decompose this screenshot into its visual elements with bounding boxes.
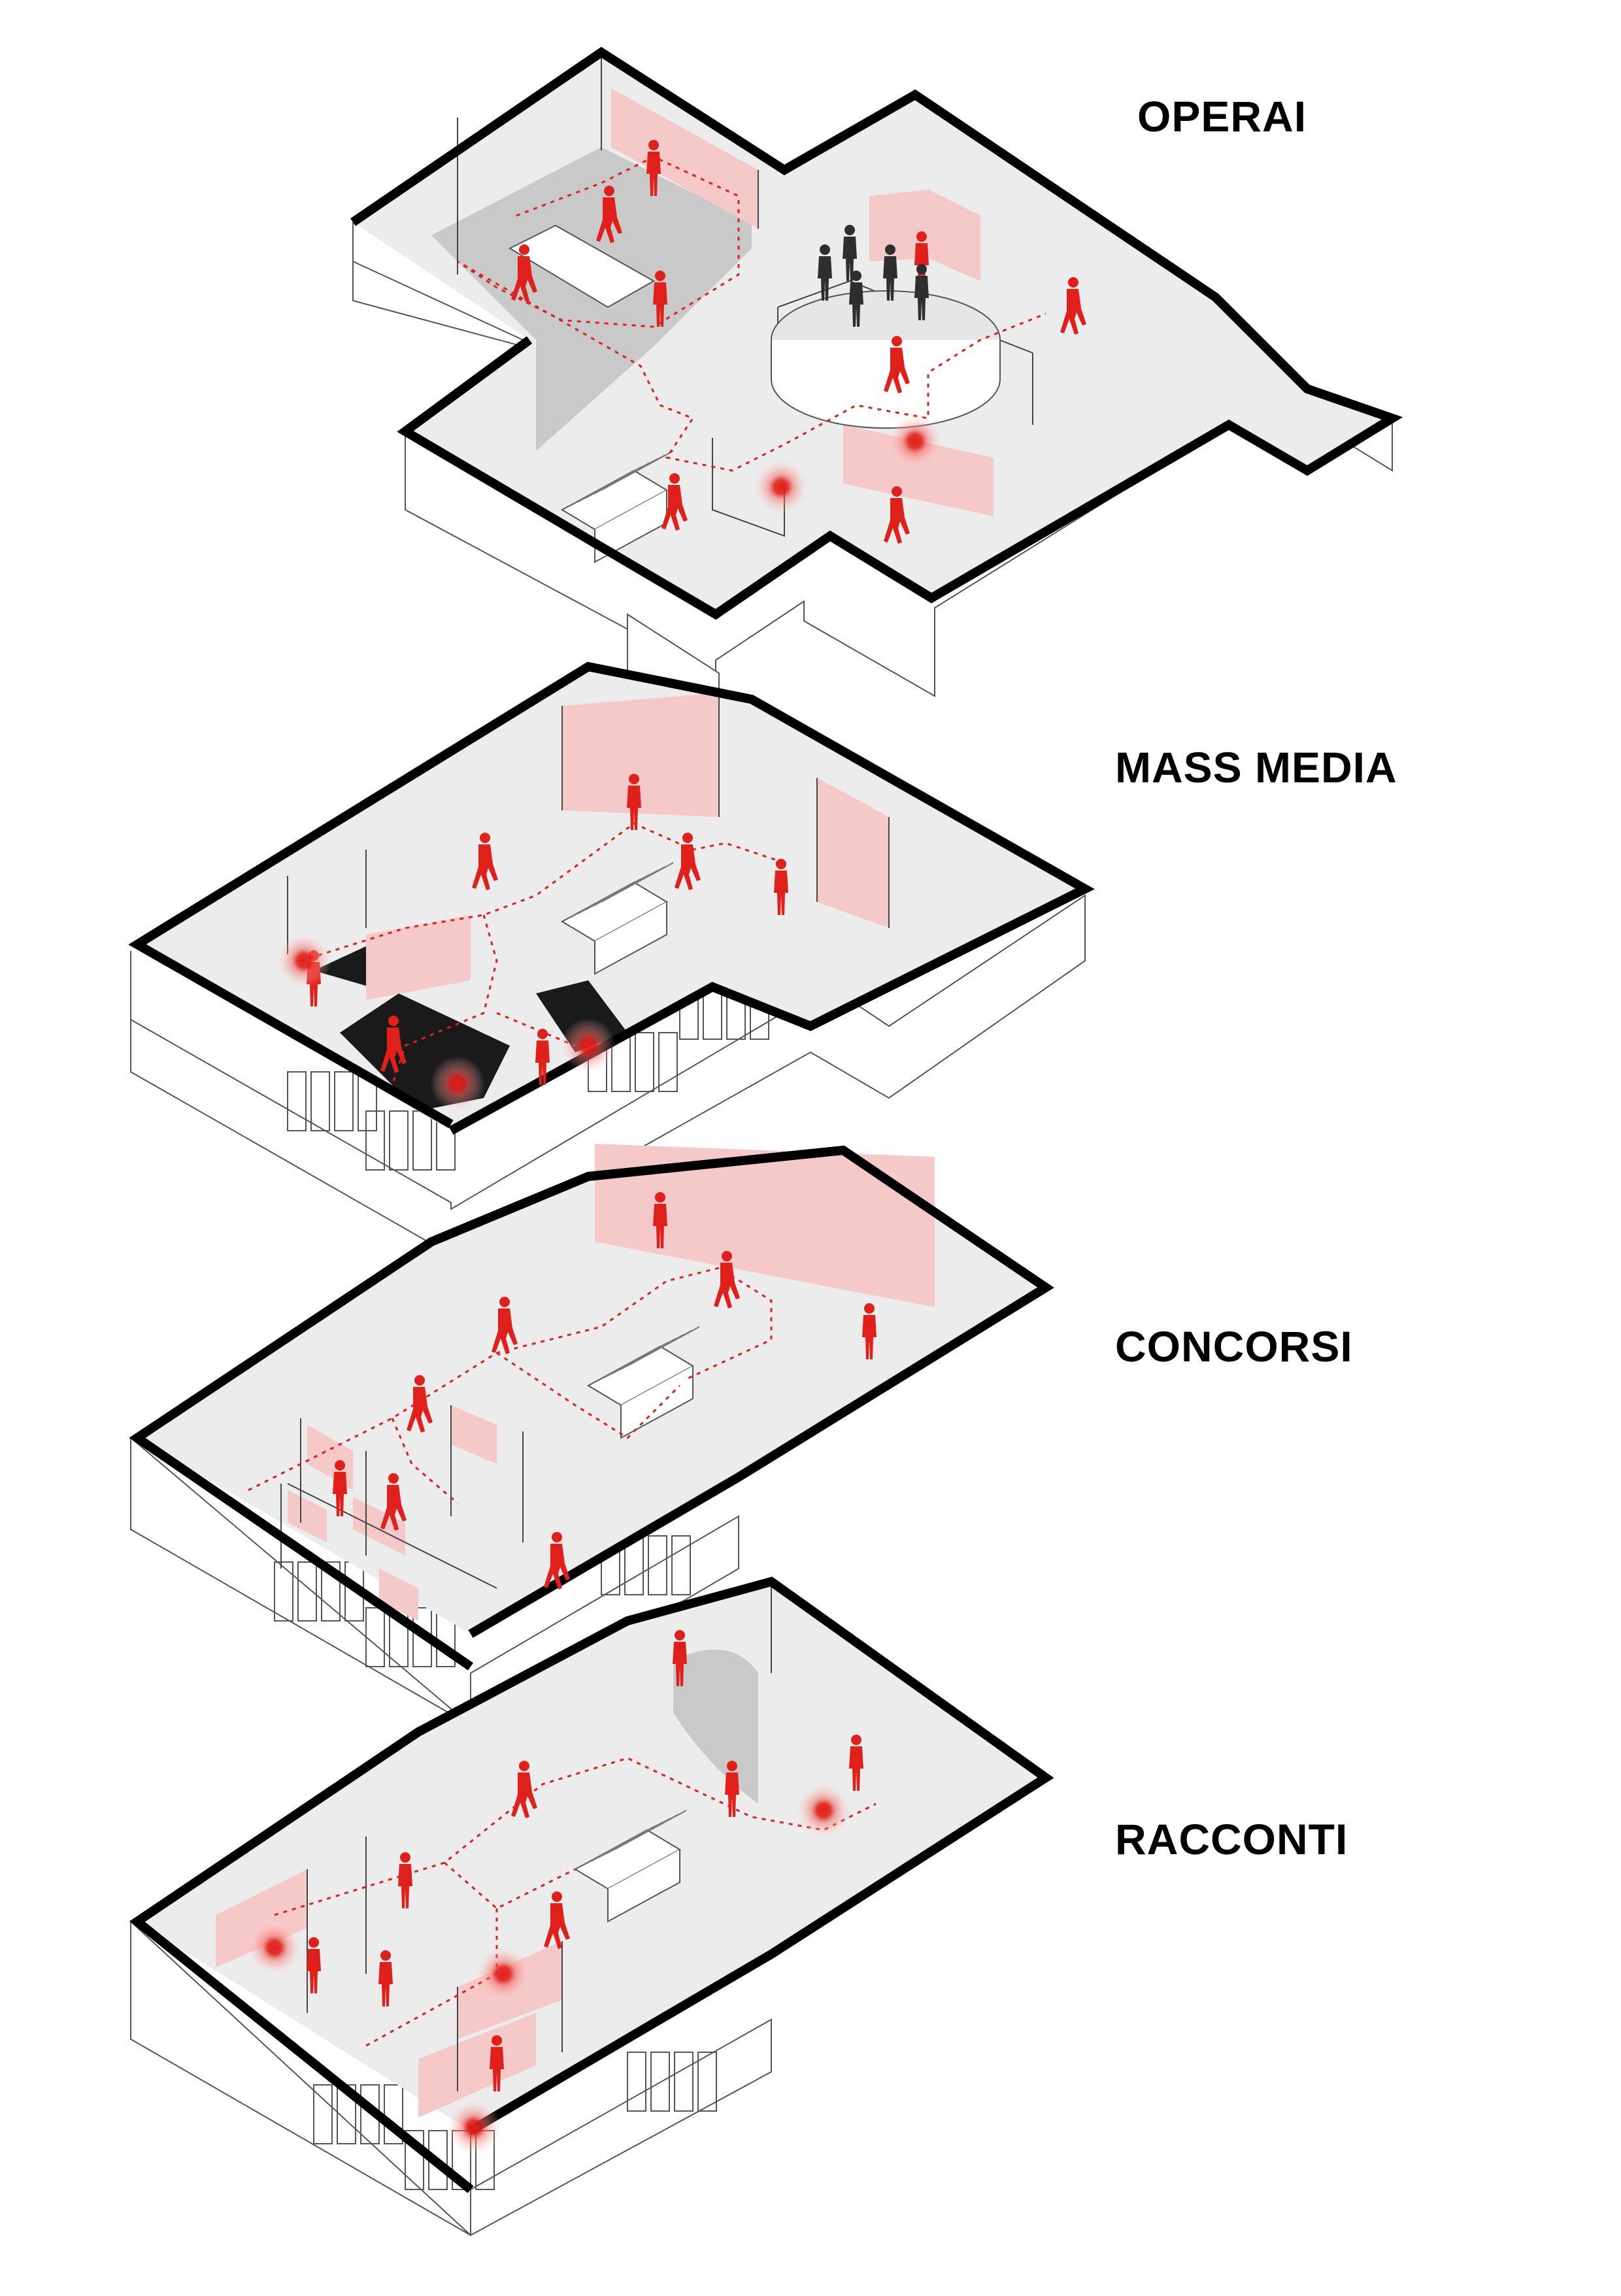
concorsi-outline — [129, 1145, 1054, 1671]
operai-wall-panel — [611, 88, 758, 229]
concorsi-hanging-panels — [288, 1405, 497, 1621]
concorsi-inner-walls — [280, 1405, 524, 1589]
concorsi-wall-panels — [595, 1144, 935, 1307]
operai-counter — [508, 224, 656, 308]
operai-outline — [350, 46, 1403, 620]
racconti-hotspot — [446, 2100, 501, 2155]
racconti-wall-panels — [216, 1869, 562, 2118]
mass-visitor-path — [300, 822, 785, 1086]
mass-hotspot — [561, 1018, 616, 1073]
mass-hotspot — [276, 933, 331, 988]
racconti-hotspot — [476, 1946, 531, 2001]
mass-curtain-left — [562, 693, 719, 817]
mass-outline — [128, 661, 1095, 1135]
mass-inner-walls — [287, 693, 890, 954]
racconti-inner-walls — [307, 1582, 772, 2091]
floor-mass-media — [128, 661, 1095, 1256]
racconti-outline — [129, 1576, 1054, 2193]
racconti-hotspot — [247, 1920, 302, 1975]
operai-grey-zone — [431, 147, 752, 451]
floor-label-mass-media: MASS MEDIA — [1115, 743, 1397, 791]
concorsi-visitor-path — [248, 1267, 773, 1505]
floor-label-concorsi: CONCORSI — [1115, 1322, 1353, 1371]
operai-hotspot — [754, 459, 809, 514]
racconti-lower-walls — [130, 1920, 772, 2237]
racconti-floor — [137, 1582, 1046, 2131]
racconti-hotspot — [796, 1783, 851, 1838]
floor-racconti — [129, 1576, 1054, 2237]
floor-label-racconti: RACCONTI — [1115, 1815, 1348, 1863]
mass-hotspot — [430, 1056, 485, 1111]
mass-curtain-right — [817, 778, 889, 928]
operai-hotspot — [888, 414, 943, 469]
operai-screen-panel — [843, 425, 994, 516]
floor-label-operai: OPERAI — [1137, 92, 1307, 141]
floor-operai — [350, 46, 1403, 697]
mass-exhibit-panel — [366, 915, 471, 1000]
